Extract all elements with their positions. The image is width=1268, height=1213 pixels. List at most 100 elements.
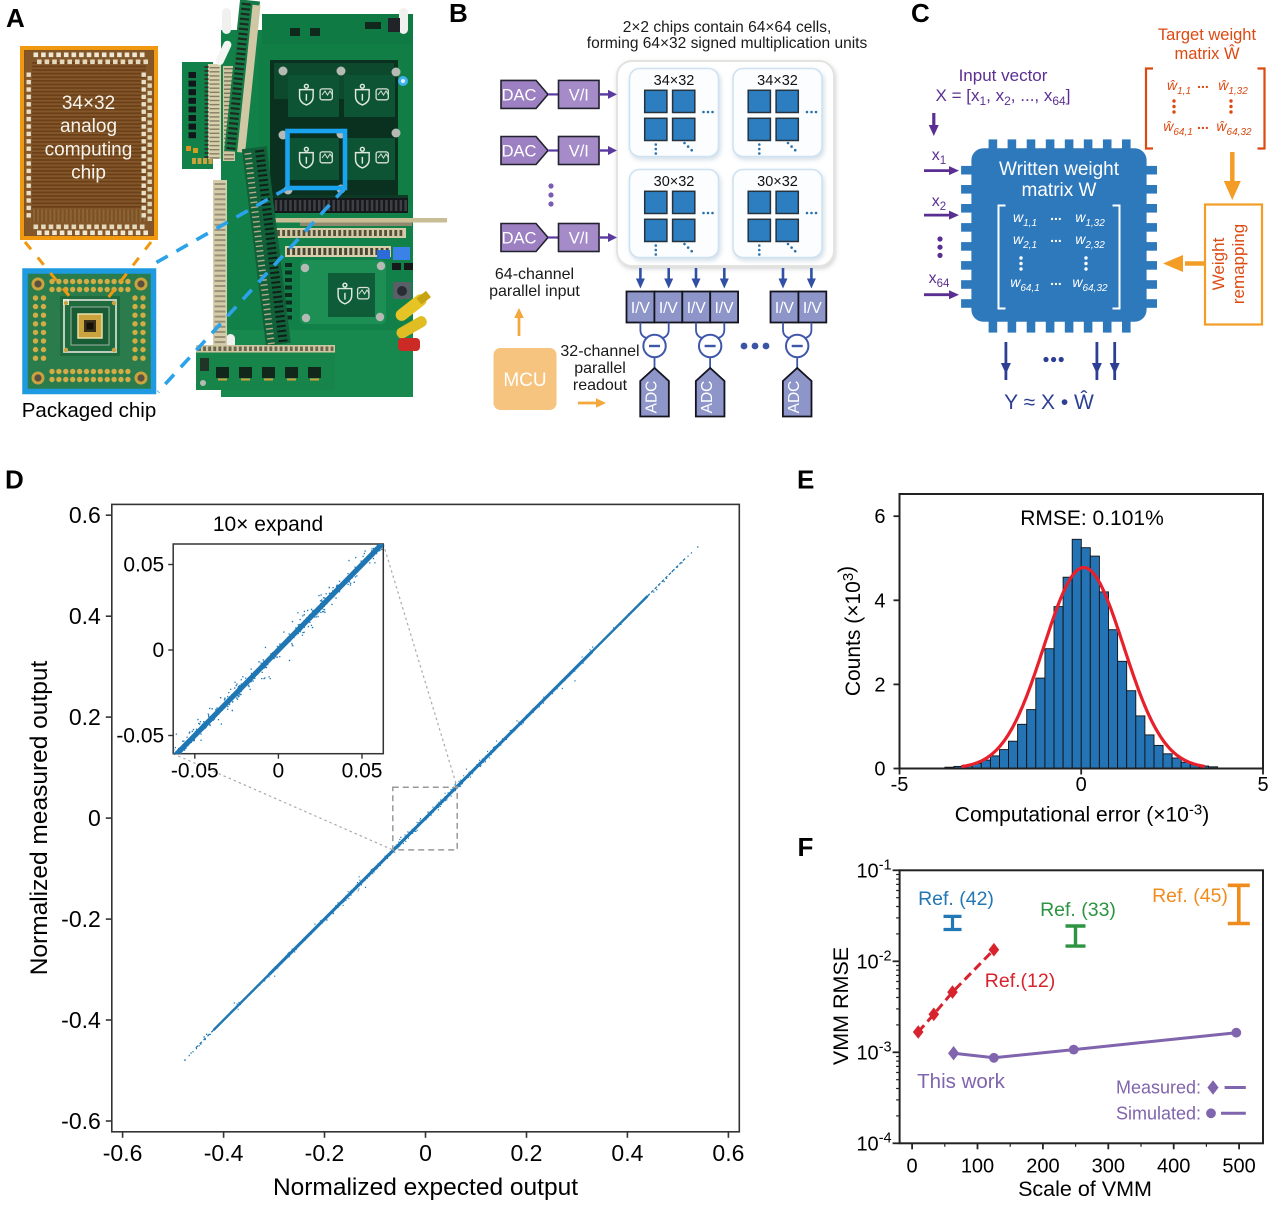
svg-text:...: ...	[1197, 116, 1209, 132]
svg-text:100: 100	[961, 1155, 994, 1177]
svg-text:analog: analog	[60, 116, 117, 137]
svg-text:-0.6: -0.6	[61, 1108, 101, 1134]
svg-text:...: ...	[1050, 229, 1062, 245]
svg-text:matrix W: matrix W	[1022, 180, 1097, 201]
svg-text:32-channel: 32-channel	[560, 343, 639, 360]
svg-text:Computational error (×10-3): Computational error (×10-3)	[955, 802, 1209, 827]
svg-text:...: ...	[1050, 272, 1062, 288]
svg-text:-0.2: -0.2	[305, 1140, 345, 1166]
svg-text:Ref.(12): Ref.(12)	[985, 970, 1055, 992]
svg-text:0: 0	[273, 760, 285, 783]
svg-text:-0.05: -0.05	[116, 725, 164, 748]
svg-text:DAC: DAC	[502, 143, 537, 161]
svg-text:readout: readout	[573, 377, 628, 394]
svg-text:A: A	[6, 3, 25, 33]
svg-text:0: 0	[88, 805, 101, 831]
svg-text:Ref. (33): Ref. (33)	[1040, 899, 1116, 921]
svg-text:...: ...	[1050, 207, 1062, 223]
svg-text:6: 6	[874, 506, 885, 528]
svg-text:Simulated:: Simulated:	[1116, 1104, 1201, 1124]
svg-text:Target weight: Target weight	[1158, 26, 1257, 44]
svg-text:4: 4	[874, 590, 885, 612]
svg-text:VMM RMSE: VMM RMSE	[829, 947, 853, 1065]
svg-text:Ref. (45): Ref. (45)	[1152, 885, 1228, 907]
svg-text:30×32: 30×32	[654, 174, 695, 190]
svg-text:Normalized measured output: Normalized measured output	[26, 661, 53, 976]
svg-text:0: 0	[907, 1155, 918, 1177]
svg-text:64-channel: 64-channel	[495, 266, 574, 283]
svg-text:I/V: I/V	[631, 300, 651, 317]
svg-text:0: 0	[874, 759, 885, 781]
svg-text:computing: computing	[45, 140, 133, 161]
svg-text:F: F	[798, 832, 814, 862]
svg-text:0.4: 0.4	[611, 1140, 643, 1166]
svg-text:Scale of VMM: Scale of VMM	[1018, 1177, 1152, 1201]
svg-text:RMSE: 0.101%: RMSE: 0.101%	[1020, 507, 1164, 530]
svg-text:This work: This work	[917, 1070, 1005, 1093]
svg-text:I/V: I/V	[715, 300, 735, 317]
svg-text:chip: chip	[71, 163, 106, 184]
svg-text:0: 0	[153, 639, 165, 662]
svg-text:-0.6: -0.6	[103, 1140, 143, 1166]
svg-text:DAC: DAC	[502, 230, 537, 248]
svg-text:0.05: 0.05	[342, 760, 383, 783]
svg-text:V/I: V/I	[569, 143, 589, 161]
svg-text:Y ≈ X • Ŵ: Y ≈ X • Ŵ	[1004, 391, 1094, 414]
svg-text:10-1: 10-1	[856, 857, 891, 882]
svg-text:C: C	[911, 0, 930, 28]
svg-text:ADC: ADC	[699, 381, 716, 414]
svg-text:34×32: 34×32	[757, 73, 798, 89]
svg-text:300: 300	[1092, 1155, 1125, 1177]
svg-text:remapping: remapping	[1229, 224, 1248, 304]
svg-text:Input vector: Input vector	[959, 66, 1048, 85]
svg-text:V/I: V/I	[569, 86, 589, 104]
svg-text:forming 64×32 signed multiplic: forming 64×32 signed multiplication unit…	[587, 35, 868, 52]
svg-text:ADC: ADC	[644, 381, 661, 414]
svg-text:0.6: 0.6	[712, 1140, 744, 1166]
svg-text:E: E	[797, 465, 814, 495]
svg-text:...: ...	[1197, 75, 1209, 91]
svg-text:I/V: I/V	[775, 300, 795, 317]
svg-text:MCU: MCU	[503, 370, 546, 391]
svg-text:Measured:: Measured:	[1116, 1078, 1201, 1098]
svg-text:I/V: I/V	[687, 300, 707, 317]
svg-text:200: 200	[1026, 1155, 1059, 1177]
svg-text:2: 2	[874, 674, 885, 696]
svg-text:0.4: 0.4	[69, 603, 101, 629]
svg-text:D: D	[5, 465, 24, 495]
svg-text:-0.4: -0.4	[61, 1007, 101, 1033]
svg-text:ADC: ADC	[786, 381, 803, 414]
svg-text:Packaged chip: Packaged chip	[22, 399, 156, 422]
svg-text:I/V: I/V	[659, 300, 679, 317]
svg-text:Weight: Weight	[1209, 237, 1228, 290]
svg-text:Ref. (42): Ref. (42)	[918, 888, 994, 910]
svg-text:0.6: 0.6	[69, 502, 101, 528]
svg-text:0.05: 0.05	[123, 554, 164, 577]
svg-text:-5: -5	[891, 774, 909, 796]
svg-text:500: 500	[1222, 1155, 1255, 1177]
svg-text:34×32: 34×32	[654, 73, 695, 89]
svg-text:DAC: DAC	[502, 86, 537, 104]
svg-text:-0.2: -0.2	[61, 906, 101, 932]
svg-text:B: B	[449, 0, 468, 28]
svg-text:5: 5	[1257, 774, 1268, 796]
svg-text:400: 400	[1157, 1155, 1190, 1177]
svg-text:30×32: 30×32	[757, 174, 798, 190]
svg-text:I/V: I/V	[803, 300, 823, 317]
svg-text:0.2: 0.2	[511, 1140, 543, 1166]
svg-text:parallel input: parallel input	[489, 283, 580, 300]
svg-text:0: 0	[1076, 774, 1087, 796]
svg-text:0.2: 0.2	[69, 704, 101, 730]
svg-text:0: 0	[419, 1140, 432, 1166]
svg-text:Normalized expected output: Normalized expected output	[273, 1174, 578, 1201]
svg-text:-0.4: -0.4	[204, 1140, 244, 1166]
svg-text:X = [x1, x2, ..., x64]: X = [x1, x2, ..., x64]	[936, 86, 1071, 108]
svg-text:2×2 chips contain 64×64 cells,: 2×2 chips contain 64×64 cells,	[623, 19, 832, 36]
svg-text:parallel: parallel	[574, 360, 626, 377]
svg-text:-0.05: -0.05	[171, 760, 219, 783]
svg-text:V/I: V/I	[569, 230, 589, 248]
svg-text:matrix Ŵ: matrix Ŵ	[1174, 44, 1240, 63]
svg-text:Written weight: Written weight	[999, 159, 1120, 180]
svg-text:34×32: 34×32	[62, 93, 115, 114]
svg-text:10× expand: 10× expand	[213, 513, 323, 536]
